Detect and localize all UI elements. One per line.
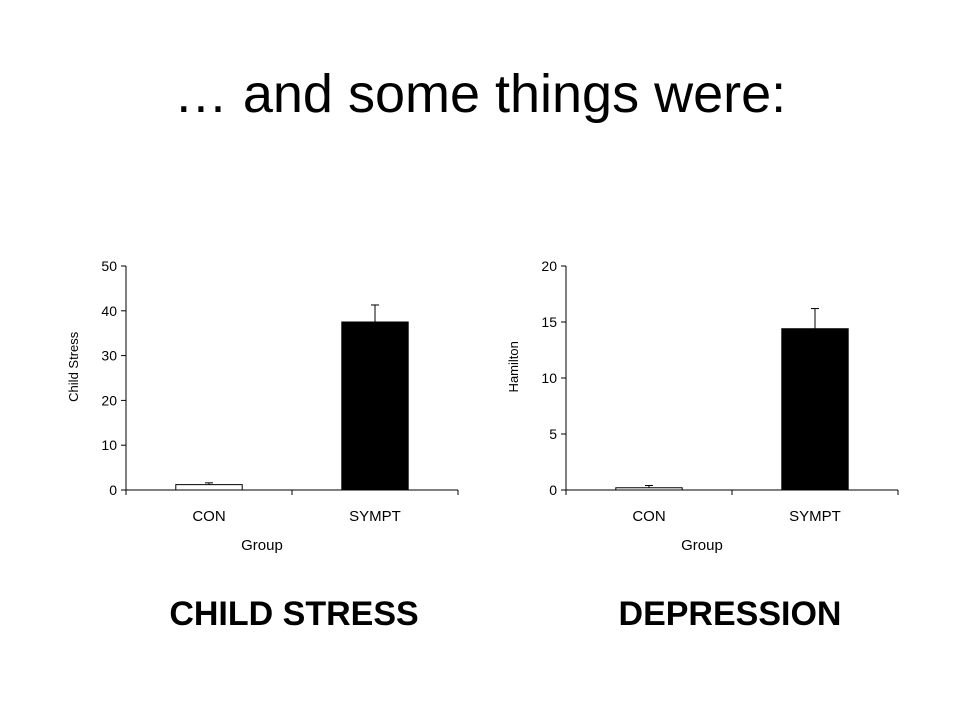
- chart-0-x-tick-label: SYMPT: [349, 508, 401, 525]
- depression-caption: DEPRESSION: [618, 595, 842, 633]
- chart-1-x-axis-label: Group: [681, 537, 723, 554]
- chart-0-y-tick-label: 20: [101, 392, 117, 408]
- chart-1-y-tick-label: 20: [541, 258, 557, 274]
- chart-0-x-tick-label: CON: [192, 508, 225, 525]
- chart-0-y-axis-label: Child Stress: [66, 331, 81, 402]
- slide-title: … and some things were:: [173, 64, 787, 124]
- chart-1-bar-sympt: [781, 328, 849, 491]
- chart-0-y-tick-label: 30: [101, 348, 117, 364]
- chart-1-y-tick-label: 15: [541, 314, 557, 330]
- chart-0-bar-con: [175, 484, 243, 491]
- depression-chart: 0 5 10 15 20 CON SYMPT Group Hamilton: [506, 258, 899, 554]
- chart-1-y-tick-label: 0: [549, 482, 557, 498]
- chart-0-y-tick-label: 40: [101, 303, 117, 319]
- chart-1-x-tick-label: CON: [632, 508, 665, 525]
- chart-0-y-tick-label: 10: [101, 437, 117, 453]
- chart-0-bar-sympt: [341, 321, 409, 491]
- chart-1-y-axis-label: Hamilton: [506, 341, 521, 392]
- child-stress-caption: CHILD STRESS: [169, 595, 419, 633]
- chart-1-y-tick-label: 5: [549, 426, 557, 442]
- chart-0-y-tick-label: 50: [101, 258, 117, 274]
- chart-0-x-axis-label: Group: [241, 537, 283, 554]
- chart-1-bar-con: [615, 487, 683, 491]
- chart-0-y-tick-label: 0: [109, 482, 117, 498]
- child-stress-chart: 0 10 20 30 40 50 CON SYMPT Group Child Stress: [66, 258, 459, 554]
- chart-1-y-tick-label: 10: [541, 370, 557, 386]
- chart-1-x-tick-label: SYMPT: [789, 508, 841, 525]
